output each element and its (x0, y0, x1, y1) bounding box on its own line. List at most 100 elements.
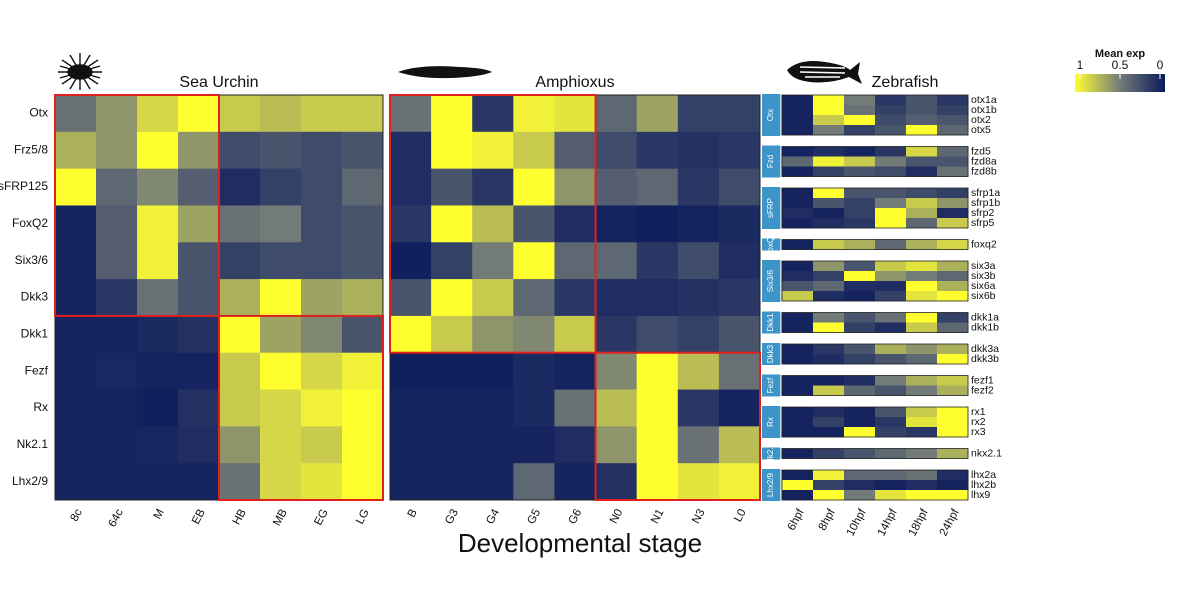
heat-cell (260, 463, 302, 501)
heat-cell (937, 407, 969, 418)
heat-cell (844, 218, 876, 229)
heat-cell (513, 315, 555, 354)
heat-cell (875, 239, 907, 250)
heat-cell (260, 389, 302, 427)
heat-cell (782, 95, 814, 106)
heat-cell (390, 242, 432, 280)
heat-cell (260, 279, 302, 317)
heat-cell (813, 480, 845, 491)
gene-label: otx1b (971, 104, 997, 116)
x-tick-label: MB (271, 507, 290, 528)
heat-cell (844, 261, 876, 272)
group-tab (762, 311, 780, 334)
heat-cell (137, 389, 179, 427)
row-label: FoxQ2 (12, 216, 48, 230)
heat-cell (595, 426, 638, 464)
heat-cell (342, 463, 384, 501)
heat-cell (301, 315, 343, 354)
heat-cell (844, 291, 876, 302)
heat-cell (595, 242, 638, 280)
heat-cell (875, 271, 907, 282)
heat-cell (906, 322, 938, 333)
heat-cell (875, 291, 907, 302)
highlight-box (594, 351, 761, 501)
heat-cell (513, 168, 555, 206)
heat-cell (96, 131, 138, 170)
heat-cell (937, 261, 969, 272)
heat-cell (906, 95, 938, 106)
heat-cell (636, 168, 679, 206)
heat-cell (595, 168, 638, 206)
heat-cell (906, 166, 938, 177)
heat-cell (813, 417, 845, 428)
heat-cell (844, 322, 876, 333)
group-frame (781, 146, 969, 177)
gene-label: sfrp1a (971, 187, 1000, 199)
heat-cell (260, 168, 302, 206)
heat-cell (431, 242, 473, 280)
heat-cell (906, 208, 938, 219)
group-frame (781, 94, 969, 136)
heat-cell (178, 463, 220, 501)
gene-label: rx2 (971, 416, 986, 428)
heat-cell (472, 242, 514, 280)
group-frame (781, 469, 969, 501)
heat-cell (875, 448, 907, 459)
heat-cell (472, 352, 514, 391)
heat-cell (55, 205, 97, 243)
heat-cell (875, 208, 907, 219)
heat-cell (178, 352, 220, 391)
x-tick-label: 18hpf (907, 506, 931, 538)
group-connector (780, 238, 782, 251)
heat-cell (178, 95, 220, 133)
heat-cell (55, 352, 97, 391)
heat-cell (554, 352, 597, 391)
heat-cell (906, 407, 938, 418)
heat-cell (906, 470, 938, 481)
heat-cell (96, 168, 138, 206)
heat-cell (513, 242, 555, 280)
heat-cell (937, 115, 969, 126)
gene-label: rx1 (971, 406, 986, 418)
heat-cell (55, 279, 97, 317)
heat-cell (390, 279, 432, 317)
x-tick-label: G6 (567, 507, 585, 526)
gene-label: six6b (971, 290, 996, 302)
highlight-box (389, 94, 597, 354)
heat-cell (431, 131, 473, 170)
heat-cell (937, 271, 969, 282)
heat-cell (937, 480, 969, 491)
heat-cell (782, 166, 814, 177)
gene-label: foxq2 (971, 238, 997, 250)
heat-cell (906, 188, 938, 199)
heat-cell (782, 490, 814, 501)
heat-cell (906, 271, 938, 282)
heat-cell (906, 125, 938, 136)
heat-cell (595, 315, 638, 354)
heat-cell (718, 426, 761, 464)
heat-cell (636, 352, 679, 391)
heat-cell (813, 281, 845, 292)
group-label: Fzd (766, 155, 775, 168)
heat-cell (55, 242, 97, 280)
heat-cell (782, 480, 814, 491)
heat-cell (137, 279, 179, 317)
heat-cell (554, 315, 597, 354)
group-connector (780, 406, 782, 438)
heat-cell (55, 95, 97, 133)
heat-cell (875, 322, 907, 333)
x-tick-label: 10hpf (845, 506, 869, 538)
heat-cell (906, 344, 938, 355)
heat-cell (390, 426, 432, 464)
heat-cell (844, 354, 876, 365)
group-connector (780, 469, 782, 501)
heat-cell (431, 205, 473, 243)
heat-cell (937, 105, 969, 116)
heat-cell (431, 168, 473, 206)
group-connector (780, 311, 782, 334)
heat-cell (96, 95, 138, 133)
heat-cell (937, 344, 969, 355)
heat-cell (301, 389, 343, 427)
x-axis-label: Developmental stage (458, 528, 702, 558)
